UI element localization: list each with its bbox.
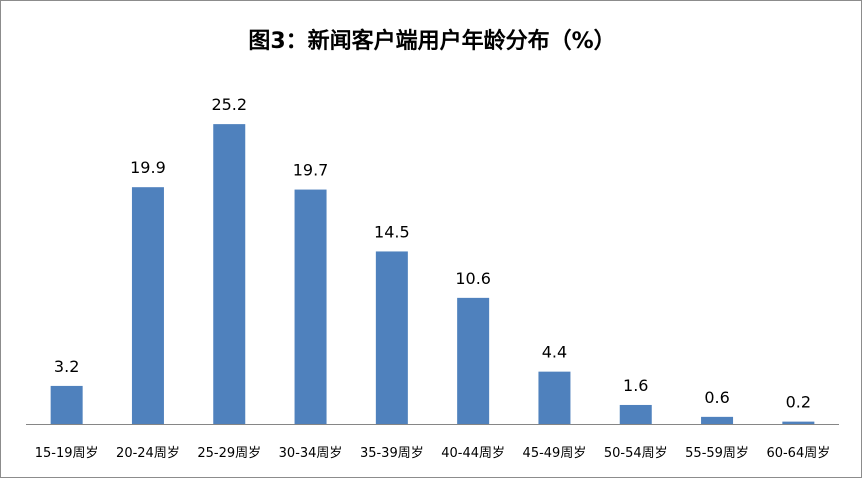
x-tick-label: 35-39周岁 <box>360 446 424 461</box>
x-tick-label: 30-34周岁 <box>279 446 343 461</box>
data-label: 19.7 <box>293 161 329 180</box>
data-label: 10.6 <box>455 269 491 288</box>
bar <box>294 189 327 424</box>
x-tick-label: 50-54周岁 <box>604 446 668 461</box>
data-label: 0.2 <box>786 393 811 412</box>
data-label: 4.4 <box>542 343 567 362</box>
x-tick-label: 15-19周岁 <box>35 446 99 461</box>
data-label: 3.2 <box>54 357 79 376</box>
bar <box>619 404 652 424</box>
x-tick-label: 45-49周岁 <box>523 446 587 461</box>
bar <box>457 297 490 424</box>
bar <box>701 416 734 424</box>
bar <box>538 371 571 424</box>
x-tick-label: 60-64周岁 <box>766 446 830 461</box>
bar <box>375 251 408 424</box>
bar <box>50 385 83 424</box>
data-label: 14.5 <box>374 222 410 241</box>
data-label: 25.2 <box>211 95 247 114</box>
data-label: 19.9 <box>130 158 166 177</box>
bar <box>131 187 164 424</box>
bar <box>782 421 815 424</box>
chart-title: 图3：新闻客户端用户年龄分布（%） <box>248 29 616 54</box>
x-tick-label: 25-29周岁 <box>197 446 261 461</box>
x-tick-label: 55-59周岁 <box>685 446 749 461</box>
x-tick-label: 20-24周岁 <box>116 446 180 461</box>
data-label: 0.6 <box>704 388 729 407</box>
data-label: 1.6 <box>623 376 648 395</box>
bar <box>213 124 246 425</box>
x-tick-label: 40-44周岁 <box>441 446 505 461</box>
